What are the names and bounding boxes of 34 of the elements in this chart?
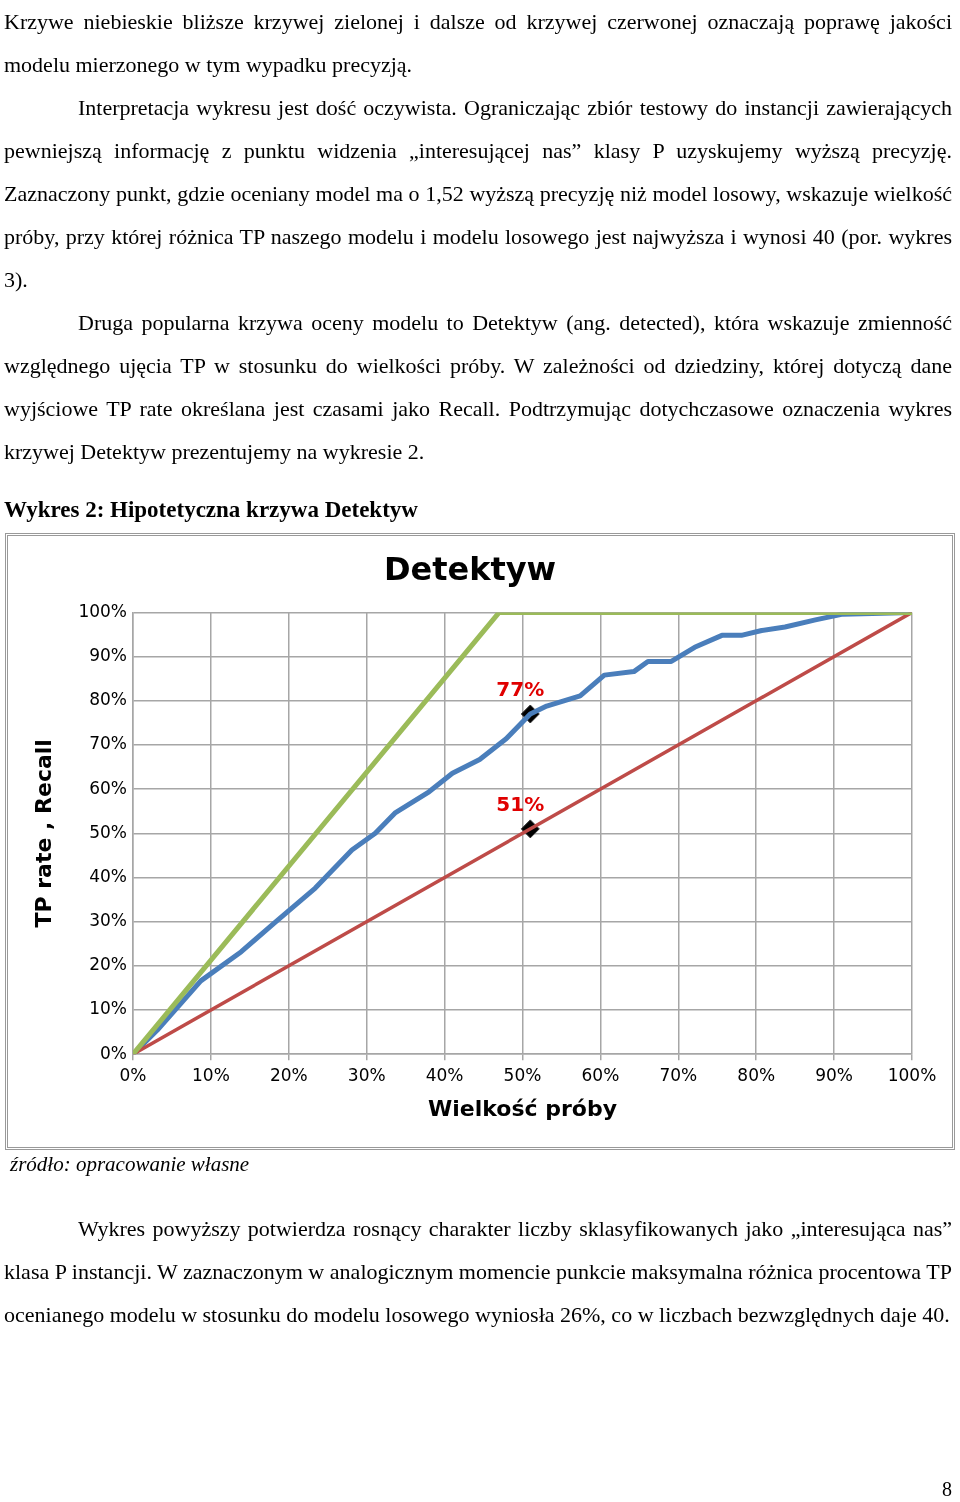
- y-tick-label: 10%: [89, 998, 127, 1019]
- y-tick-label: 20%: [89, 954, 127, 975]
- x-tick-label: 60%: [581, 1064, 620, 1085]
- y-tick-label: 70%: [89, 733, 127, 754]
- chart-subtitle: Wykres 2: Hipotetyczna krzywa Detektyw: [4, 497, 419, 523]
- x-tick-label: 30%: [347, 1064, 386, 1085]
- y-tick-label: 50%: [89, 821, 127, 842]
- y-tick-label: 60%: [89, 777, 127, 798]
- y-axis-title: TP rate , Recall: [30, 739, 56, 928]
- x-tick-label: 40%: [425, 1064, 464, 1085]
- data-label: 77%: [496, 677, 545, 702]
- x-tick-label: 20%: [269, 1064, 308, 1085]
- x-tick-label: 0%: [119, 1064, 147, 1085]
- y-tick-label: 0%: [100, 1042, 127, 1063]
- x-axis-title: Wielkość próby: [427, 1095, 618, 1121]
- chart-title: Detektyw: [383, 549, 557, 588]
- text: Druga popularna krzywa oceny modelu to Detektyw (ang. detected), która wskazuje zmienność względnego ujęcia TP w stosunku do wielkości próby. W zależności od dziedziny, której dotyczą dane wyjściowe TP rate określana jest czasami jako Recall. Podtrzymując dotychczasowe oznaczenia wykres krzywej Detektyw prezentujemy na wykresie 2.: [4, 309, 952, 466]
- text: Interpretacja wykresu jest dość oczywista. Ograniczając zbiór testowy do instancji zawierających pewniejszą informację z punktu widzenia „interesującej nas” klasy P uzyskujemy wyższą precyzję. Zaznaczony punkt, gdzie oceniany model ma o 1,52 wyższą precyzję niż model losowy, wskazuje wielkość próby, przy której różnica TP naszego modelu i modelu losowego jest najwyższa i wynosi 40 (por. wykres 3).: [4, 94, 952, 294]
- y-tick-label: 80%: [89, 689, 127, 710]
- x-tick-label: 100%: [887, 1064, 937, 1085]
- data-label: 51%: [496, 792, 545, 817]
- x-tick-label: 10%: [192, 1064, 230, 1085]
- text: źródło: opracowanie własne: [10, 1152, 251, 1177]
- x-tick-label: 90%: [815, 1064, 853, 1085]
- y-tick-label: 40%: [89, 865, 127, 886]
- text: Wykres powyższy potwierdza rosnący charakter liczby sklasyfikowanych jako „interesująca nas” klasa P instancji. W zaznaczonym w analogicznym momencie punkcie maksymalna różnica procentowa TP ocenianego modelu w stosunku do modelu losowego wyniosła 26%, co w liczbach bezwzględnych daje 40.: [4, 1215, 952, 1329]
- y-tick-label: 30%: [89, 910, 127, 931]
- y-tick-label: 90%: [89, 645, 127, 665]
- x-tick-label: 80%: [737, 1064, 776, 1085]
- y-tick-label: 100%: [78, 600, 127, 621]
- text: 8: [942, 1478, 952, 1501]
- x-tick-label: 70%: [659, 1064, 698, 1085]
- text: Krzywe niebieskie bliższe krzywej zielonej i dalsze od krzywej czerwonej oznaczają poprawę jakości modelu mierzonego w tym wypadku precyzją.: [4, 8, 952, 79]
- x-tick-label: 50%: [503, 1064, 542, 1085]
